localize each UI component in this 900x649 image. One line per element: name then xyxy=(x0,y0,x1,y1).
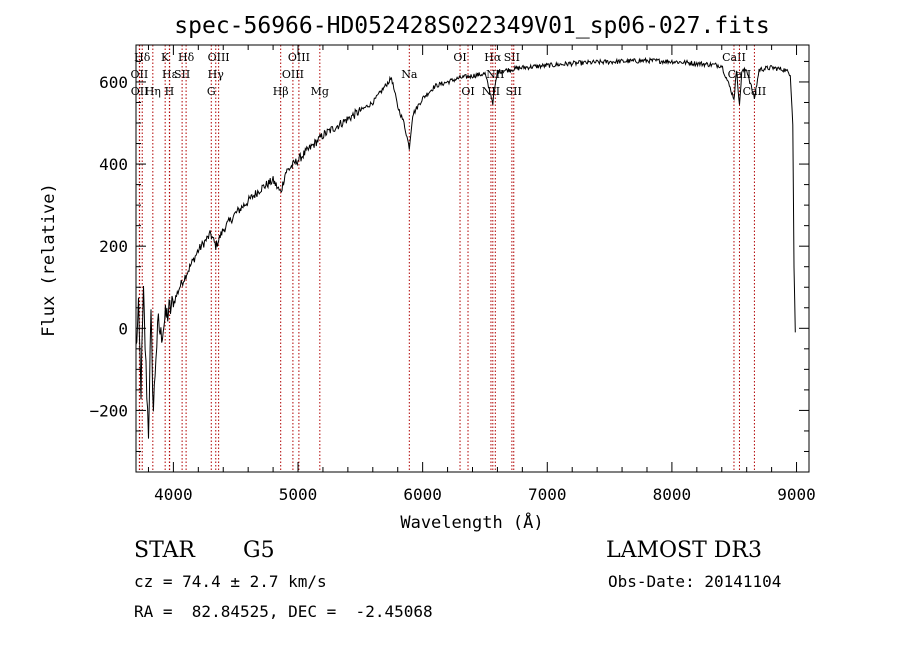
line-marker-label: OIII xyxy=(208,51,230,64)
x-tick-label: 5000 xyxy=(279,485,318,504)
y-tick-label: 600 xyxy=(99,73,128,92)
line-marker-label: SII xyxy=(174,68,190,81)
x-axis-label: Wavelength (Å) xyxy=(400,511,543,533)
line-marker-label: Hδ xyxy=(134,51,151,64)
y-tick-label: 200 xyxy=(99,237,128,256)
line-marker-label: Hδ xyxy=(178,51,195,64)
line-marker-label: SII xyxy=(504,51,520,64)
x-tick-label: 9000 xyxy=(777,485,816,504)
x-tick-label: 8000 xyxy=(653,485,692,504)
plot-frame xyxy=(135,44,810,473)
y-tick-label: 400 xyxy=(99,155,128,174)
object-subclass: G5 xyxy=(243,538,275,563)
line-marker-label: CaII xyxy=(722,51,746,64)
coordinates-label: RA = 82.84525, DEC = -2.45068 xyxy=(134,602,433,621)
line-marker-label: NII xyxy=(486,68,504,81)
line-marker-label: Hα xyxy=(484,51,502,64)
line-marker-label: Hγ xyxy=(208,68,225,81)
series-flux-line xyxy=(135,56,796,439)
line-marker-label: OI xyxy=(461,85,474,98)
line-marker-label: Hη xyxy=(145,85,161,98)
x-tick-label: 4000 xyxy=(154,485,193,504)
line-marker-label: G xyxy=(207,85,216,98)
redshift-label: cz = 74.4 ± 2.7 km/s xyxy=(134,572,327,591)
y-tick-label: −200 xyxy=(89,401,128,420)
y-axis: −200 0 200 400 600 xyxy=(89,60,809,452)
line-marker-label: SII xyxy=(506,85,522,98)
object-class: STAR xyxy=(134,538,195,563)
line-marker-label: K xyxy=(161,51,170,64)
line-marker-label: OI xyxy=(453,51,466,64)
line-marker-label: Na xyxy=(401,68,418,81)
line-marker-label: CaII xyxy=(743,85,767,98)
line-marker-label: OII xyxy=(131,85,149,98)
x-tick-label: 7000 xyxy=(528,485,567,504)
y-tick-label: 0 xyxy=(118,319,128,338)
obs-date-label: Obs-Date: 20141104 xyxy=(608,572,782,591)
x-tick-label: 6000 xyxy=(403,485,442,504)
line-marker-label: OIII xyxy=(288,51,310,64)
chart-title: spec-56966-HD052428S022349V01_sp06-027.f… xyxy=(174,13,769,39)
line-marker-label: Hβ xyxy=(273,85,289,98)
x-axis: 4000 5000 6000 7000 8000 9000 xyxy=(147,45,816,504)
y-axis-label: Flux (relative) xyxy=(39,183,59,337)
line-marker-label: Mg xyxy=(311,85,329,98)
line-marker-label: OIII xyxy=(282,68,304,81)
survey-label: LAMOST DR3 xyxy=(606,538,762,563)
line-marker-label: H xyxy=(165,85,175,98)
spectrum-chart: spec-56966-HD052428S022349V01_sp06-027.f… xyxy=(39,13,816,533)
series-layer xyxy=(135,56,796,439)
